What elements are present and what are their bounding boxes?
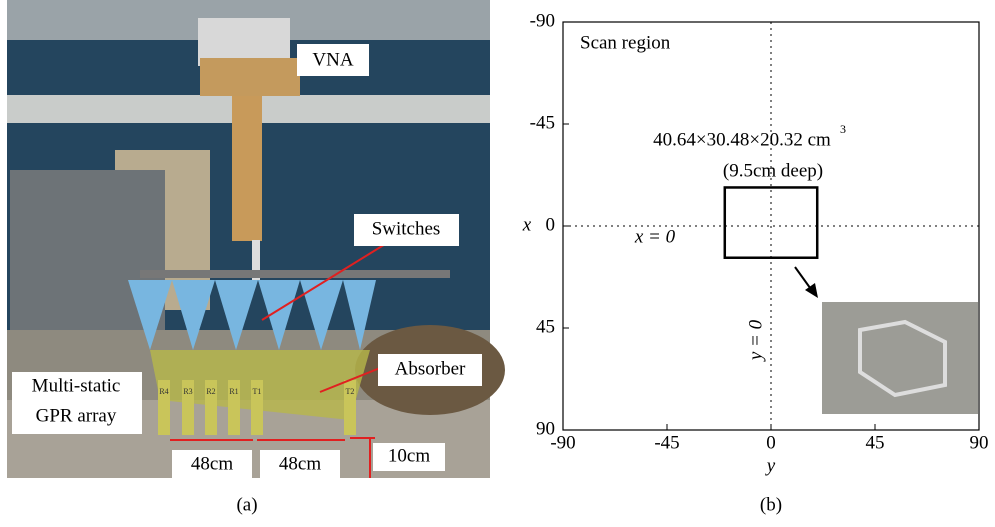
x-tick-label: 90 xyxy=(970,432,989,453)
x-zero-label: x = 0 xyxy=(634,226,676,247)
antenna-label: R3 xyxy=(183,387,192,396)
height-label: 10cm xyxy=(388,445,430,466)
figure: R4 R3 R2 R1 T1 T2 VNA Switches Absorber Multi… xyxy=(0,0,995,527)
antenna-label: T1 xyxy=(253,387,262,396)
y-tick-label: 90 xyxy=(536,418,555,439)
y-zero-label: y = 0 xyxy=(745,319,766,362)
page: R4 R3 R2 R1 T1 T2 VNA Switches Absorber Multi… xyxy=(0,0,995,527)
x-tick-label: 45 xyxy=(866,432,885,453)
antenna-label: R1 xyxy=(229,387,238,396)
caption: (a) xyxy=(236,494,257,515)
x-tick-label: -45 xyxy=(654,432,679,453)
y-tick-label: 0 xyxy=(546,214,556,235)
switches-label: Switches xyxy=(372,218,441,239)
plot-title: Scan region xyxy=(580,32,671,53)
dimension-label: 40.64×30.48×20.32 cm xyxy=(653,129,831,150)
y-tick-label: 45 xyxy=(536,316,555,337)
spacing-label: 48cm xyxy=(191,453,233,474)
target-box xyxy=(725,187,817,257)
dimension-superscript: 3 xyxy=(840,122,846,136)
inset-photo xyxy=(822,302,978,414)
spacing-label: 48cm xyxy=(279,453,321,474)
y-tick-label: -45 xyxy=(530,112,555,133)
array-label: GPR array xyxy=(36,405,117,426)
y-tick-label: -90 xyxy=(530,10,555,31)
absorber-label: Absorber xyxy=(395,358,466,379)
array-label: Multi-static xyxy=(32,375,121,396)
caption: (b) xyxy=(760,494,782,515)
x-tick-label: 0 xyxy=(766,432,776,453)
antenna-label: R2 xyxy=(206,387,215,396)
depth-label: (9.5cm deep) xyxy=(723,160,823,181)
x-axis-label: y xyxy=(765,455,776,476)
antenna-label: T2 xyxy=(346,387,355,396)
antenna-label: R4 xyxy=(159,387,168,396)
y-axis-label: x xyxy=(522,214,532,235)
vna-label: VNA xyxy=(312,49,353,70)
